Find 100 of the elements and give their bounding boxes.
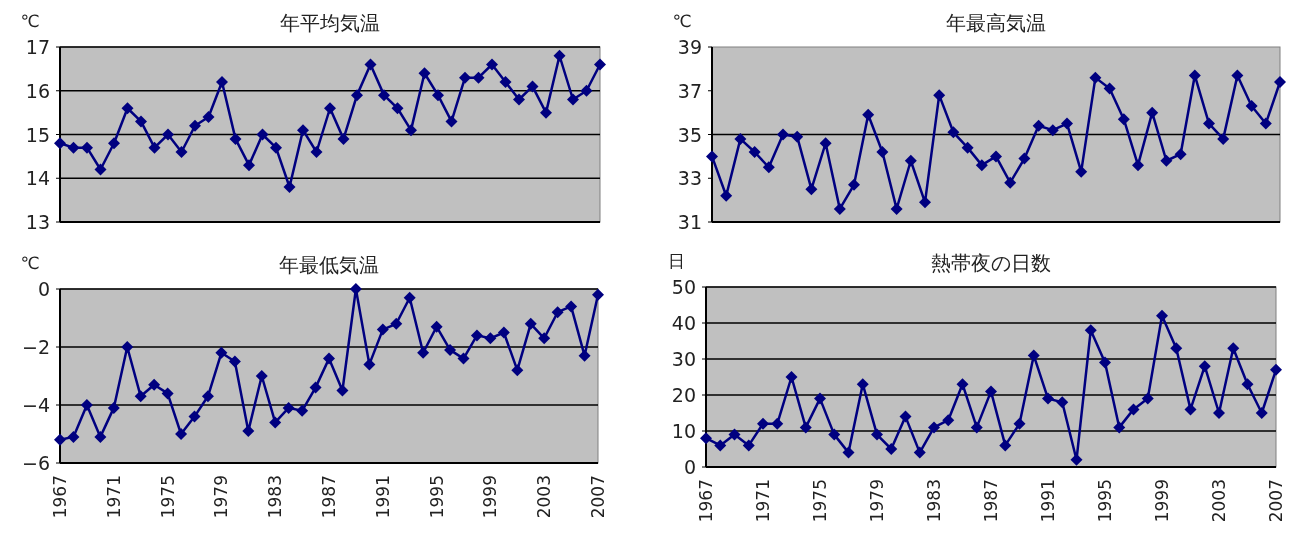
point [551, 306, 564, 319]
point [1217, 132, 1230, 145]
point [904, 154, 917, 167]
point [309, 381, 322, 394]
point [848, 178, 860, 191]
point [162, 128, 174, 141]
point [990, 150, 1002, 163]
point [282, 401, 295, 414]
point [771, 417, 784, 430]
x-tick-label: 1987 [319, 475, 339, 519]
point [819, 137, 832, 150]
point [871, 428, 883, 441]
y-tick-label: 14 [25, 167, 50, 190]
point [390, 317, 403, 330]
point [885, 443, 898, 455]
point [1245, 100, 1258, 113]
x-tick-label: 1979 [867, 479, 887, 523]
point [748, 146, 761, 158]
x-tick-label: 1971 [103, 475, 124, 519]
point [499, 76, 512, 88]
point [876, 146, 889, 158]
point [762, 161, 775, 174]
point [856, 378, 869, 391]
point [336, 384, 349, 397]
point [270, 141, 282, 154]
point [297, 124, 309, 137]
point [175, 428, 188, 440]
point [594, 58, 606, 71]
point [54, 433, 66, 446]
y-tick-label: 37 [677, 79, 702, 102]
point [814, 392, 826, 405]
point [919, 196, 931, 209]
point [565, 300, 578, 313]
point [862, 108, 875, 121]
point [148, 378, 161, 391]
point [94, 163, 107, 176]
point [134, 390, 147, 403]
point [470, 329, 483, 342]
point [1127, 403, 1140, 416]
point [418, 67, 431, 80]
chart-title: 年平均気温 [280, 11, 380, 35]
point [947, 126, 960, 139]
point [363, 358, 376, 371]
chart-title: 年最高気温 [946, 11, 1046, 35]
point [1227, 342, 1240, 355]
point [175, 146, 188, 158]
y-axis-title: ℃ [20, 11, 40, 31]
point [580, 84, 593, 97]
point [376, 323, 389, 336]
chart-title: 年最低気温 [279, 253, 379, 277]
point [1117, 113, 1130, 126]
point [728, 428, 741, 441]
point [975, 159, 988, 172]
point [81, 141, 93, 154]
point [526, 80, 539, 93]
point [188, 410, 201, 423]
point [592, 288, 604, 301]
point [540, 106, 552, 119]
point [942, 414, 955, 427]
point [1174, 148, 1187, 161]
point [215, 346, 228, 359]
point [513, 93, 525, 106]
x-tick-label: 1971 [753, 479, 773, 523]
point [229, 132, 242, 145]
y-axis-title: ℃ [672, 11, 692, 31]
point [216, 76, 228, 88]
point [899, 410, 912, 423]
point [430, 320, 443, 333]
point [337, 132, 350, 145]
y-axis-title: 日 [667, 251, 685, 271]
point [777, 128, 789, 141]
point [1046, 124, 1059, 137]
point [1170, 342, 1183, 355]
y-tick-label: 40 [671, 312, 696, 334]
y-tick-label: 16 [25, 79, 50, 102]
point [1160, 154, 1173, 167]
point [1013, 417, 1026, 430]
y-tick-label: 33 [677, 167, 702, 190]
point [472, 71, 485, 84]
point [417, 346, 430, 359]
x-tick-label: 1967 [50, 475, 70, 519]
point [391, 102, 404, 115]
point [67, 141, 80, 154]
point [1018, 152, 1031, 165]
point [54, 137, 66, 150]
point [567, 93, 579, 106]
point [1089, 71, 1102, 84]
point [202, 111, 215, 123]
x-tick-label: 1975 [810, 479, 830, 523]
point [255, 370, 268, 382]
point [94, 430, 107, 443]
point [323, 352, 335, 365]
point [497, 326, 510, 339]
point [970, 421, 983, 434]
x-tick-label: 2003 [534, 475, 555, 519]
y-tick-label: 0 [37, 278, 50, 300]
x-tick-label: 1975 [157, 475, 178, 519]
point [742, 439, 755, 452]
point [1231, 69, 1244, 82]
point [1061, 117, 1073, 130]
